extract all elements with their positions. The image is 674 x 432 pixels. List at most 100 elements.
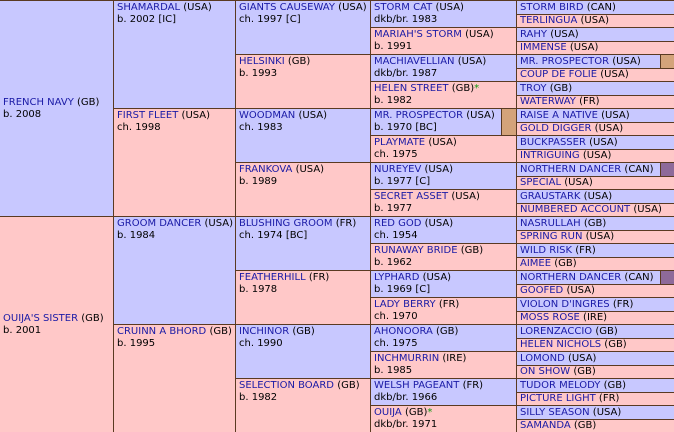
horse-country: (USA) [601,110,630,121]
horse-country: (USA) [580,15,609,26]
horse-cell-gen4: MACHIAVELLIAN (USA) dkb/br. 1987 [371,55,516,81]
horse-name-link[interactable]: FRENCH NAVY [3,96,74,108]
horse-name-link[interactable]: SPRING RUN [520,231,583,242]
horse-info: dkb/br. 1971 [374,419,438,430]
horse-name-link[interactable]: WELSH PAGEANT [374,380,460,391]
horse-name-link[interactable]: IMMENSE [520,42,567,53]
horse-name-link[interactable]: BLUSHING GROOM [239,218,333,229]
horse-country: (GB) [604,339,627,350]
horse-cell-gen4: RUNAWAY BRIDE (GB) b. 1962 [371,244,516,270]
horse-country: (GB) [436,326,459,337]
horse-name-link[interactable]: CRUINN A BHORD [117,326,207,337]
horse-info: ch. 1990 [239,338,283,349]
horse-name-link[interactable]: TERLINGUA [520,15,578,26]
horse-name-link[interactable]: LADY BERRY [374,299,436,310]
horse-name-link[interactable]: GOLD DIGGER [520,123,592,134]
horse-name-line: INCHINOR (GB) [239,326,367,338]
horse-name-link[interactable]: RAHY [520,29,548,40]
horse-name-link[interactable]: TUDOR MELODY [520,380,601,391]
horse-name-link[interactable]: RAISE A NATIVE [520,110,598,121]
horse-name-link[interactable]: FRANKOVA [239,164,293,175]
horse-info: b. 2008 [3,108,42,120]
horse-name-line: STORM CAT (USA) [374,2,513,14]
horse-name-link[interactable]: SELECTION BOARD [239,380,334,391]
horse-cell-gen5: SAMANDA (GB) [517,420,674,432]
horse-name-link[interactable]: SHAMARDAL [117,2,181,13]
horse-name-link[interactable]: MACHIAVELLIAN [374,56,455,67]
horse-name-link[interactable]: STORM CAT [374,2,433,13]
horse-name-link[interactable]: INTRIGUING [520,150,580,161]
horse-name-link[interactable]: ON SHOW [520,366,571,377]
horse-name-link[interactable]: NUMBERED ACCOUNT [520,204,631,215]
inbreeding-marker [660,55,674,68]
horse-country: (USA) [594,123,624,134]
horse-name-link[interactable]: FEATHERHILL [239,272,306,283]
horse-name-line: TROY (GB) [520,82,671,95]
horse-name-link[interactable]: MARIAH'S STORM [374,29,462,40]
horse-name-link[interactable]: NUREYEV [374,164,422,175]
horse-name-link[interactable]: COUP DE FOLIE [520,69,598,80]
horse-info: b. 2001 [3,324,42,336]
horse-name-line: OUIJA (GB)* [374,407,513,419]
horse-name-link[interactable]: GRAUSTARK [520,191,581,202]
horse-name-link[interactable]: HELEN STREET [374,83,449,94]
horse-cell-gen4: HELEN STREET (GB)* b. 1982 [371,82,516,108]
horse-name-link[interactable]: FIRST FLEET [117,110,179,121]
horse-name-link[interactable]: RUNAWAY BRIDE [374,245,458,256]
horse-name-link[interactable]: WOODMAN [239,110,296,121]
horse-country: (USA) [435,2,464,13]
horse-name-link[interactable]: AIMEE [520,258,552,269]
horse-name-link[interactable]: WATERWAY [520,96,576,107]
horse-name-link[interactable]: LORENZACCIO [520,326,593,337]
horse-name-link[interactable]: SECRET ASSET [374,191,449,202]
horse-name-link[interactable]: NORTHERN DANCER [520,272,622,283]
horse-cell-gen5: NASRULLAH (GB) [517,217,674,230]
horse-name-link[interactable]: MOSS ROSE [520,312,580,323]
horse-name-link[interactable]: NASRULLAH [520,218,581,229]
horse-name-line: FEATHERHILL (FR) [239,272,367,284]
horse-name-link[interactable]: VIOLON D'INGRES [520,299,610,310]
horse-name-link[interactable]: OUIJA [374,407,402,418]
horse-name-link[interactable]: GOOFED [520,285,564,296]
horse-name-line: WELSH PAGEANT (FR) [374,380,513,392]
horse-cell-gen4: NUREYEV (USA) b. 1977 [C] [371,163,516,189]
horse-name-link[interactable]: LYPHARD [374,272,420,283]
horse-cell-gen5: GRAUSTARK (USA) [517,190,674,203]
horse-name-link[interactable]: GROOM DANCER [117,218,202,229]
horse-name-line: OUIJA'S SISTER (GB) [3,313,110,325]
notable-star-marker: * [474,83,480,94]
horse-name-line: TUDOR MELODY (GB) [520,379,671,392]
horse-name-link[interactable]: GIANTS CAUSEWAY [239,2,335,13]
horse-country: (GB) [451,83,475,94]
horse-name-link[interactable]: MR. PROSPECTOR [520,56,610,67]
horse-name-link[interactable]: SPECIAL [520,177,562,188]
horse-name-link[interactable]: OUIJA'S SISTER [3,312,79,324]
horse-country: (CAN) [586,2,616,13]
horse-name-link[interactable]: PLAYMATE [374,137,426,148]
horse-name-link[interactable]: NORTHERN DANCER [520,164,622,175]
horse-name-link[interactable]: AHONOORA [374,326,433,337]
horse-country: (USA) [566,285,595,296]
horse-name-link[interactable]: BUCKPASSER [520,137,586,148]
horse-name-link[interactable]: RED GOD [374,218,422,229]
horse-name-link[interactable]: LOMOND [520,353,565,364]
horse-info: ch. 1974 [BC] [239,230,308,241]
horse-name-link[interactable]: HELSINKI [239,56,285,67]
horse-name-link[interactable]: HELEN NICHOLS [520,339,602,350]
horse-cell-gen3: GIANTS CAUSEWAY (USA) ch. 1997 [C] [236,1,370,54]
horse-cell-gen3: FRANKOVA (USA) b. 1989 [236,163,370,216]
horse-info: b. 1982 [239,392,278,403]
horse-country: (USA) [589,137,618,148]
horse-name-link[interactable]: MR. PROSPECTOR [374,110,464,121]
horse-name-link[interactable]: SILLY SEASON [520,407,590,418]
horse-name-link[interactable]: SAMANDA [520,420,571,431]
horse-name-link[interactable]: TROY [520,83,547,94]
horse-cell-gen5: PICTURE LIGHT (FR) [517,393,674,405]
horse-name-link[interactable]: PICTURE LIGHT [520,393,596,404]
horse-name-link[interactable]: INCHMURRIN [374,353,440,364]
horse-name-link[interactable]: WILD RISK [520,245,573,256]
horse-name-link[interactable]: STORM BIRD [520,2,584,13]
horse-name-line: SECRET ASSET (USA) [374,191,513,203]
horse-name-link[interactable]: INCHINOR [239,326,290,337]
horse-country: (GB) [554,258,577,269]
